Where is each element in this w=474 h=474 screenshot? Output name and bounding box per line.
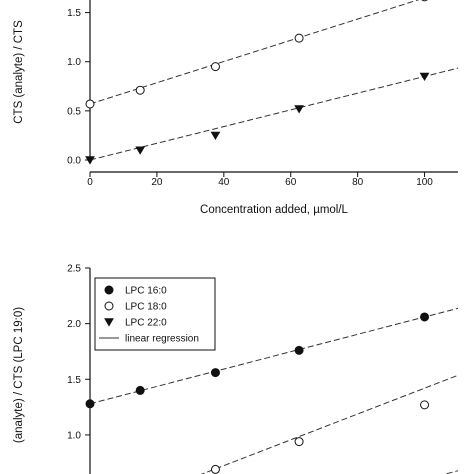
chart1-series-3-point bbox=[135, 146, 146, 155]
chart2-legend-label: linear regression bbox=[125, 334, 199, 345]
chart1-series-3-point bbox=[419, 72, 430, 82]
chart2-y-tick-label: 1.0 bbox=[67, 430, 81, 441]
chart2-y-axis-label: (analyte) / CTS (LPC 19:0) bbox=[13, 307, 25, 443]
chart2-y-tick-label: 2.5 bbox=[67, 264, 81, 275]
chart1-series-2-point bbox=[85, 99, 95, 109]
chart1-series-3-point bbox=[85, 156, 95, 165]
chart1-series-2-point bbox=[210, 62, 220, 72]
chart2-series-1-point bbox=[85, 399, 95, 409]
chart1-series-3-regression-line bbox=[89, 67, 459, 161]
chart1-series-3-point bbox=[210, 131, 221, 141]
chart1-series-2-point bbox=[135, 85, 145, 95]
chart2-series-2-point bbox=[420, 400, 430, 410]
chart1-series-2-point bbox=[421, 0, 428, 2]
chart1-x-tick-label: 100 bbox=[416, 177, 433, 188]
chart1-series-2-regression-line bbox=[89, 0, 420, 105]
chart1-x-tick-label: 80 bbox=[352, 177, 364, 188]
chart1-y-tick-label: 1.0 bbox=[67, 57, 81, 68]
chart2-legend-marker bbox=[104, 301, 114, 311]
chart2-series-1-point bbox=[135, 385, 145, 395]
chart2-y-tick-label: 2.0 bbox=[67, 319, 81, 330]
chart1-x-tick-label: 40 bbox=[218, 177, 230, 188]
chart2-legend-label: LPC 18:0 bbox=[125, 302, 167, 313]
chart2-series-1-regression-line bbox=[89, 307, 459, 405]
chart1-x-tick-label: 60 bbox=[285, 177, 297, 188]
chart2-series-2-point bbox=[294, 437, 304, 447]
chart2-legend-label: LPC 22:0 bbox=[125, 318, 167, 329]
chart2-series-2-point bbox=[210, 464, 220, 474]
chart1-series-3-point bbox=[294, 105, 304, 114]
chart1-y-tick-label: 0.0 bbox=[67, 156, 81, 167]
chart1-x-axis-label: Concentration added, µmol/L bbox=[200, 204, 349, 216]
chart2-legend-marker bbox=[104, 318, 114, 327]
chart1-y-axis-label: CTS (analyte) / CTS bbox=[13, 20, 25, 124]
chart2-series-2-regression-line bbox=[200, 374, 459, 474]
chart2-legend-label: LPC 16:0 bbox=[125, 286, 167, 297]
chart1-x-tick-label: 20 bbox=[151, 177, 163, 188]
chart1-series-2-point bbox=[294, 33, 304, 43]
chart2-series-1-point bbox=[210, 368, 220, 378]
chart2-series-1-point bbox=[294, 345, 304, 355]
chart1-y-tick-label: 1.5 bbox=[67, 8, 81, 19]
chart1-x-tick-label: 0 bbox=[87, 177, 93, 188]
chart2-series-3-regression-line bbox=[443, 470, 459, 474]
chart2-y-tick-label: 1.5 bbox=[67, 375, 81, 386]
chart1-y-tick-label: 0.5 bbox=[67, 106, 81, 117]
chart2-legend-marker bbox=[104, 285, 114, 295]
chart2-series-1-point bbox=[420, 312, 430, 322]
